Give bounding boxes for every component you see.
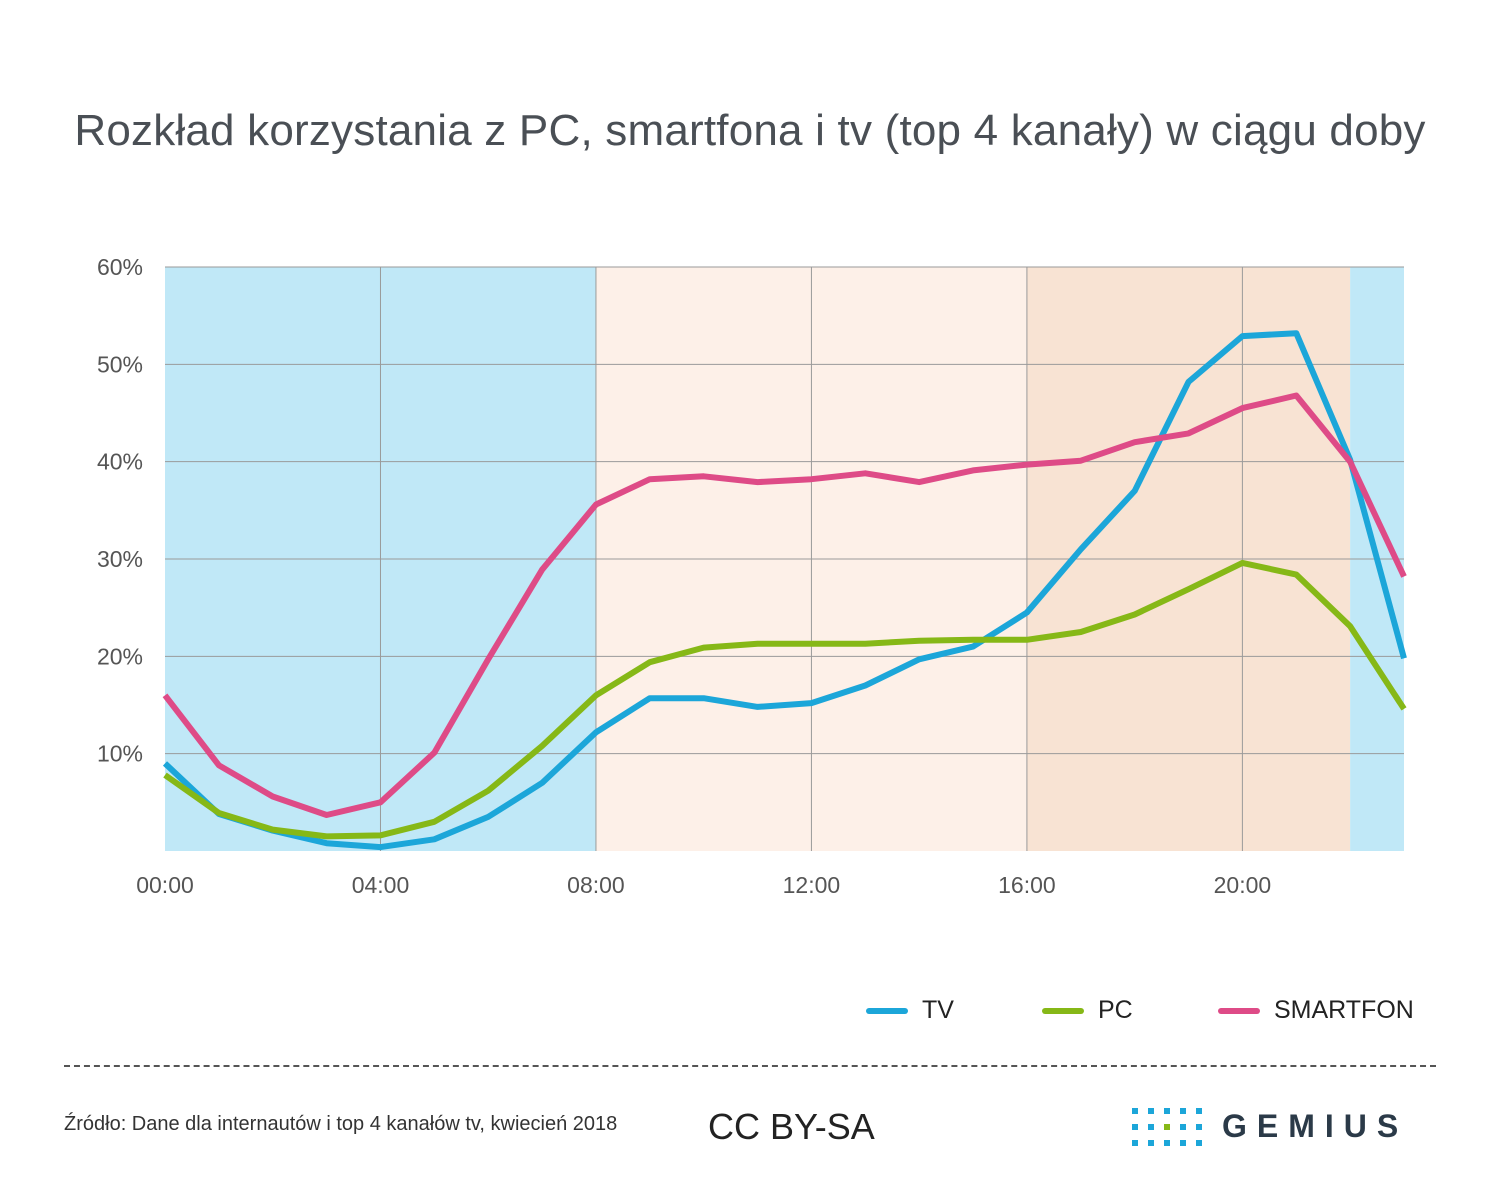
- series-line-tv: [162, 330, 1407, 851]
- x-tick-label: 00:00: [136, 872, 194, 898]
- gemius-logo: GEMIUS: [1132, 1106, 1442, 1148]
- legend-label-tv: TV: [922, 996, 954, 1024]
- x-tick-label: 16:00: [998, 872, 1056, 898]
- series-lines: [162, 330, 1407, 851]
- logo-dots-icon: [1132, 1108, 1202, 1146]
- footer-divider: [64, 1065, 1436, 1067]
- x-tick-label: 12:00: [783, 872, 841, 898]
- x-axis-labels: 00:00 04:00 08:00 12:00 16:00 20:00: [136, 872, 1271, 898]
- source-note: Źródło: Dane dla internautów i top 4 kan…: [64, 1113, 618, 1135]
- legend-swatch-tv: [866, 1008, 908, 1014]
- y-tick-label: 20%: [97, 643, 143, 669]
- y-axis-labels: 10% 20% 30% 40% 50% 60%: [97, 254, 143, 767]
- line-chart: 10% 20% 30% 40% 50% 60% 00:00 04:00 08:00 12:00 1…: [97, 254, 1407, 898]
- x-tick-label: 20:00: [1214, 872, 1272, 898]
- series-line-smartfon: [162, 392, 1407, 818]
- y-tick-label: 10%: [97, 741, 143, 767]
- y-tick-label: 30%: [97, 546, 143, 572]
- series-line-pc: [163, 559, 1407, 840]
- chart-title: Rozkład korzystania z PC, smartfona i tv…: [74, 106, 1426, 155]
- legend-swatch-pc: [1042, 1008, 1084, 1014]
- legend-label-pc: PC: [1098, 996, 1133, 1024]
- y-tick-label: 40%: [97, 449, 143, 475]
- y-tick-label: 60%: [97, 254, 143, 280]
- x-tick-label: 04:00: [352, 872, 410, 898]
- legend-swatch-smartfon: [1218, 1008, 1260, 1014]
- logo-text: GEMIUS: [1222, 1108, 1409, 1144]
- x-tick-label: 08:00: [567, 872, 625, 898]
- legend-label-smartfon: SMARTFON: [1274, 996, 1414, 1024]
- license-label: CC BY-SA: [708, 1106, 875, 1147]
- gridlines: [165, 266, 1404, 851]
- y-tick-label: 50%: [97, 351, 143, 377]
